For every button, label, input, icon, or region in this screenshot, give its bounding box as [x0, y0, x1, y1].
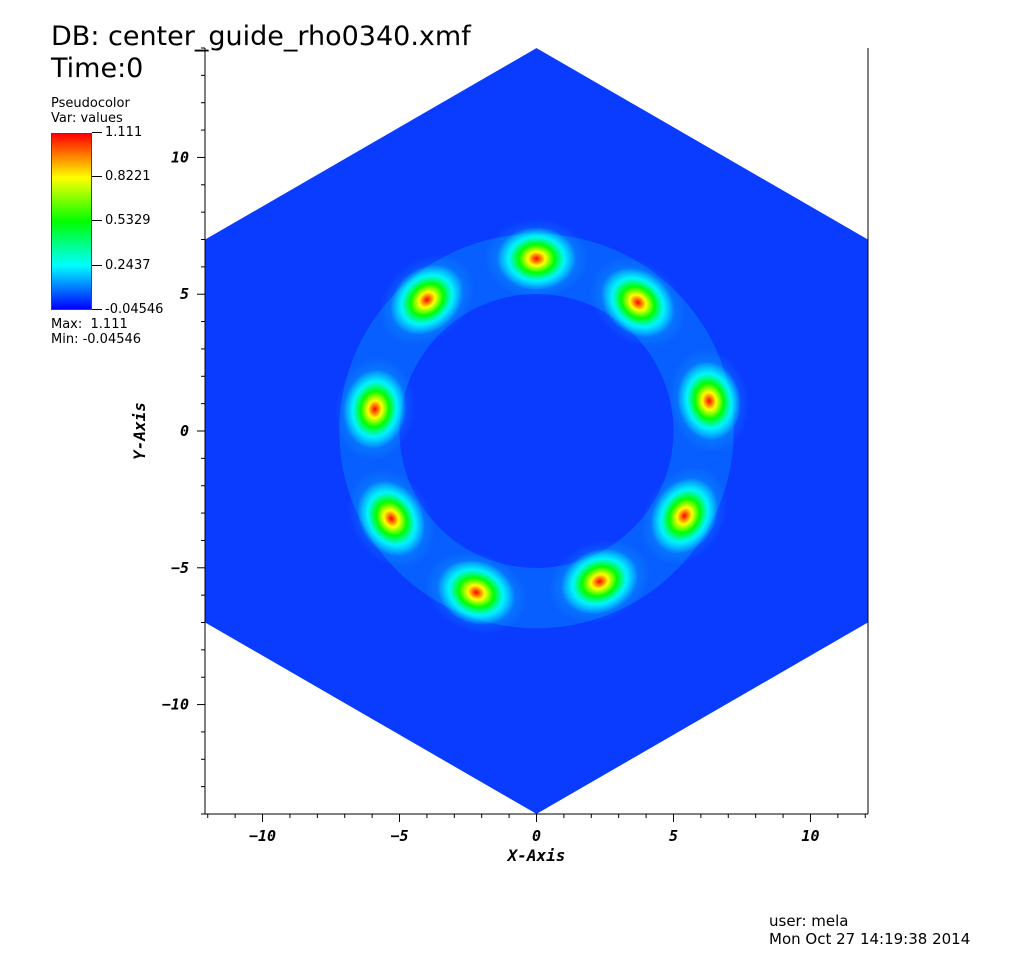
timestamp-label: Mon Oct 27 14:19:38 2014 — [769, 930, 971, 948]
legend-plot-type: Pseudocolor — [51, 96, 130, 111]
legend-tick: 0.5329 — [92, 214, 212, 228]
peak-blob — [390, 264, 464, 335]
legend-tick-label: 0.8221 — [105, 169, 151, 184]
plot-field — [205, 48, 868, 814]
y-tick-label: −5 — [171, 559, 189, 577]
peak-blob — [560, 548, 639, 615]
legend-color-bar — [51, 133, 92, 310]
legend-tick: -0.04546 — [92, 303, 212, 317]
user-label: user: mela — [769, 912, 849, 930]
legend-max-value: Max: 1.111 — [51, 317, 128, 332]
legend-min-value: Min: -0.04546 — [51, 332, 142, 347]
x-tick-label: 10 — [801, 827, 819, 845]
hexagon-domain — [205, 48, 868, 814]
legend-tick-label: 0.2437 — [105, 258, 151, 273]
peak-blob — [650, 477, 719, 554]
legend-tick: 0.8221 — [92, 170, 212, 184]
legend-tick: 0.2437 — [92, 259, 212, 273]
y-tick-label: 10 — [171, 148, 189, 166]
x-tick-label: −5 — [390, 827, 408, 845]
y-axis-title: Y-Axis — [130, 402, 149, 460]
y-tick-label: −10 — [162, 696, 189, 714]
legend-variable: Var: values — [51, 111, 123, 126]
legend-tick-list: 1.111 0.8221 0.5329 0.2437 -0.04546 — [92, 126, 212, 317]
x-tick-label: −10 — [249, 827, 276, 845]
y-tick-label: 0 — [180, 422, 189, 440]
peak-blob — [437, 559, 516, 626]
peak-blob — [601, 267, 675, 338]
legend-tick-label: 1.111 — [105, 125, 143, 140]
legend-tick-label: -0.04546 — [105, 302, 164, 317]
legend-tick: 1.111 — [92, 126, 212, 140]
time-label: Time:0 — [51, 53, 144, 84]
peak-blob — [677, 361, 741, 441]
peak-blob — [357, 480, 426, 557]
x-tick-label: 5 — [669, 827, 678, 845]
legend-tick-label: 0.5329 — [105, 213, 151, 228]
database-title: DB: center_guide_rho0340.xmf — [51, 21, 471, 52]
peak-blob — [343, 369, 407, 449]
plot-axes: −10 −5 0 5 10 10 5 0 −5 −10 X-Axis Y-Axis — [130, 47, 869, 865]
x-tick-label: 0 — [532, 827, 541, 845]
peak-blob — [496, 227, 577, 291]
y-tick-label: 5 — [180, 285, 189, 303]
x-axis-title: X-Axis — [506, 846, 566, 865]
